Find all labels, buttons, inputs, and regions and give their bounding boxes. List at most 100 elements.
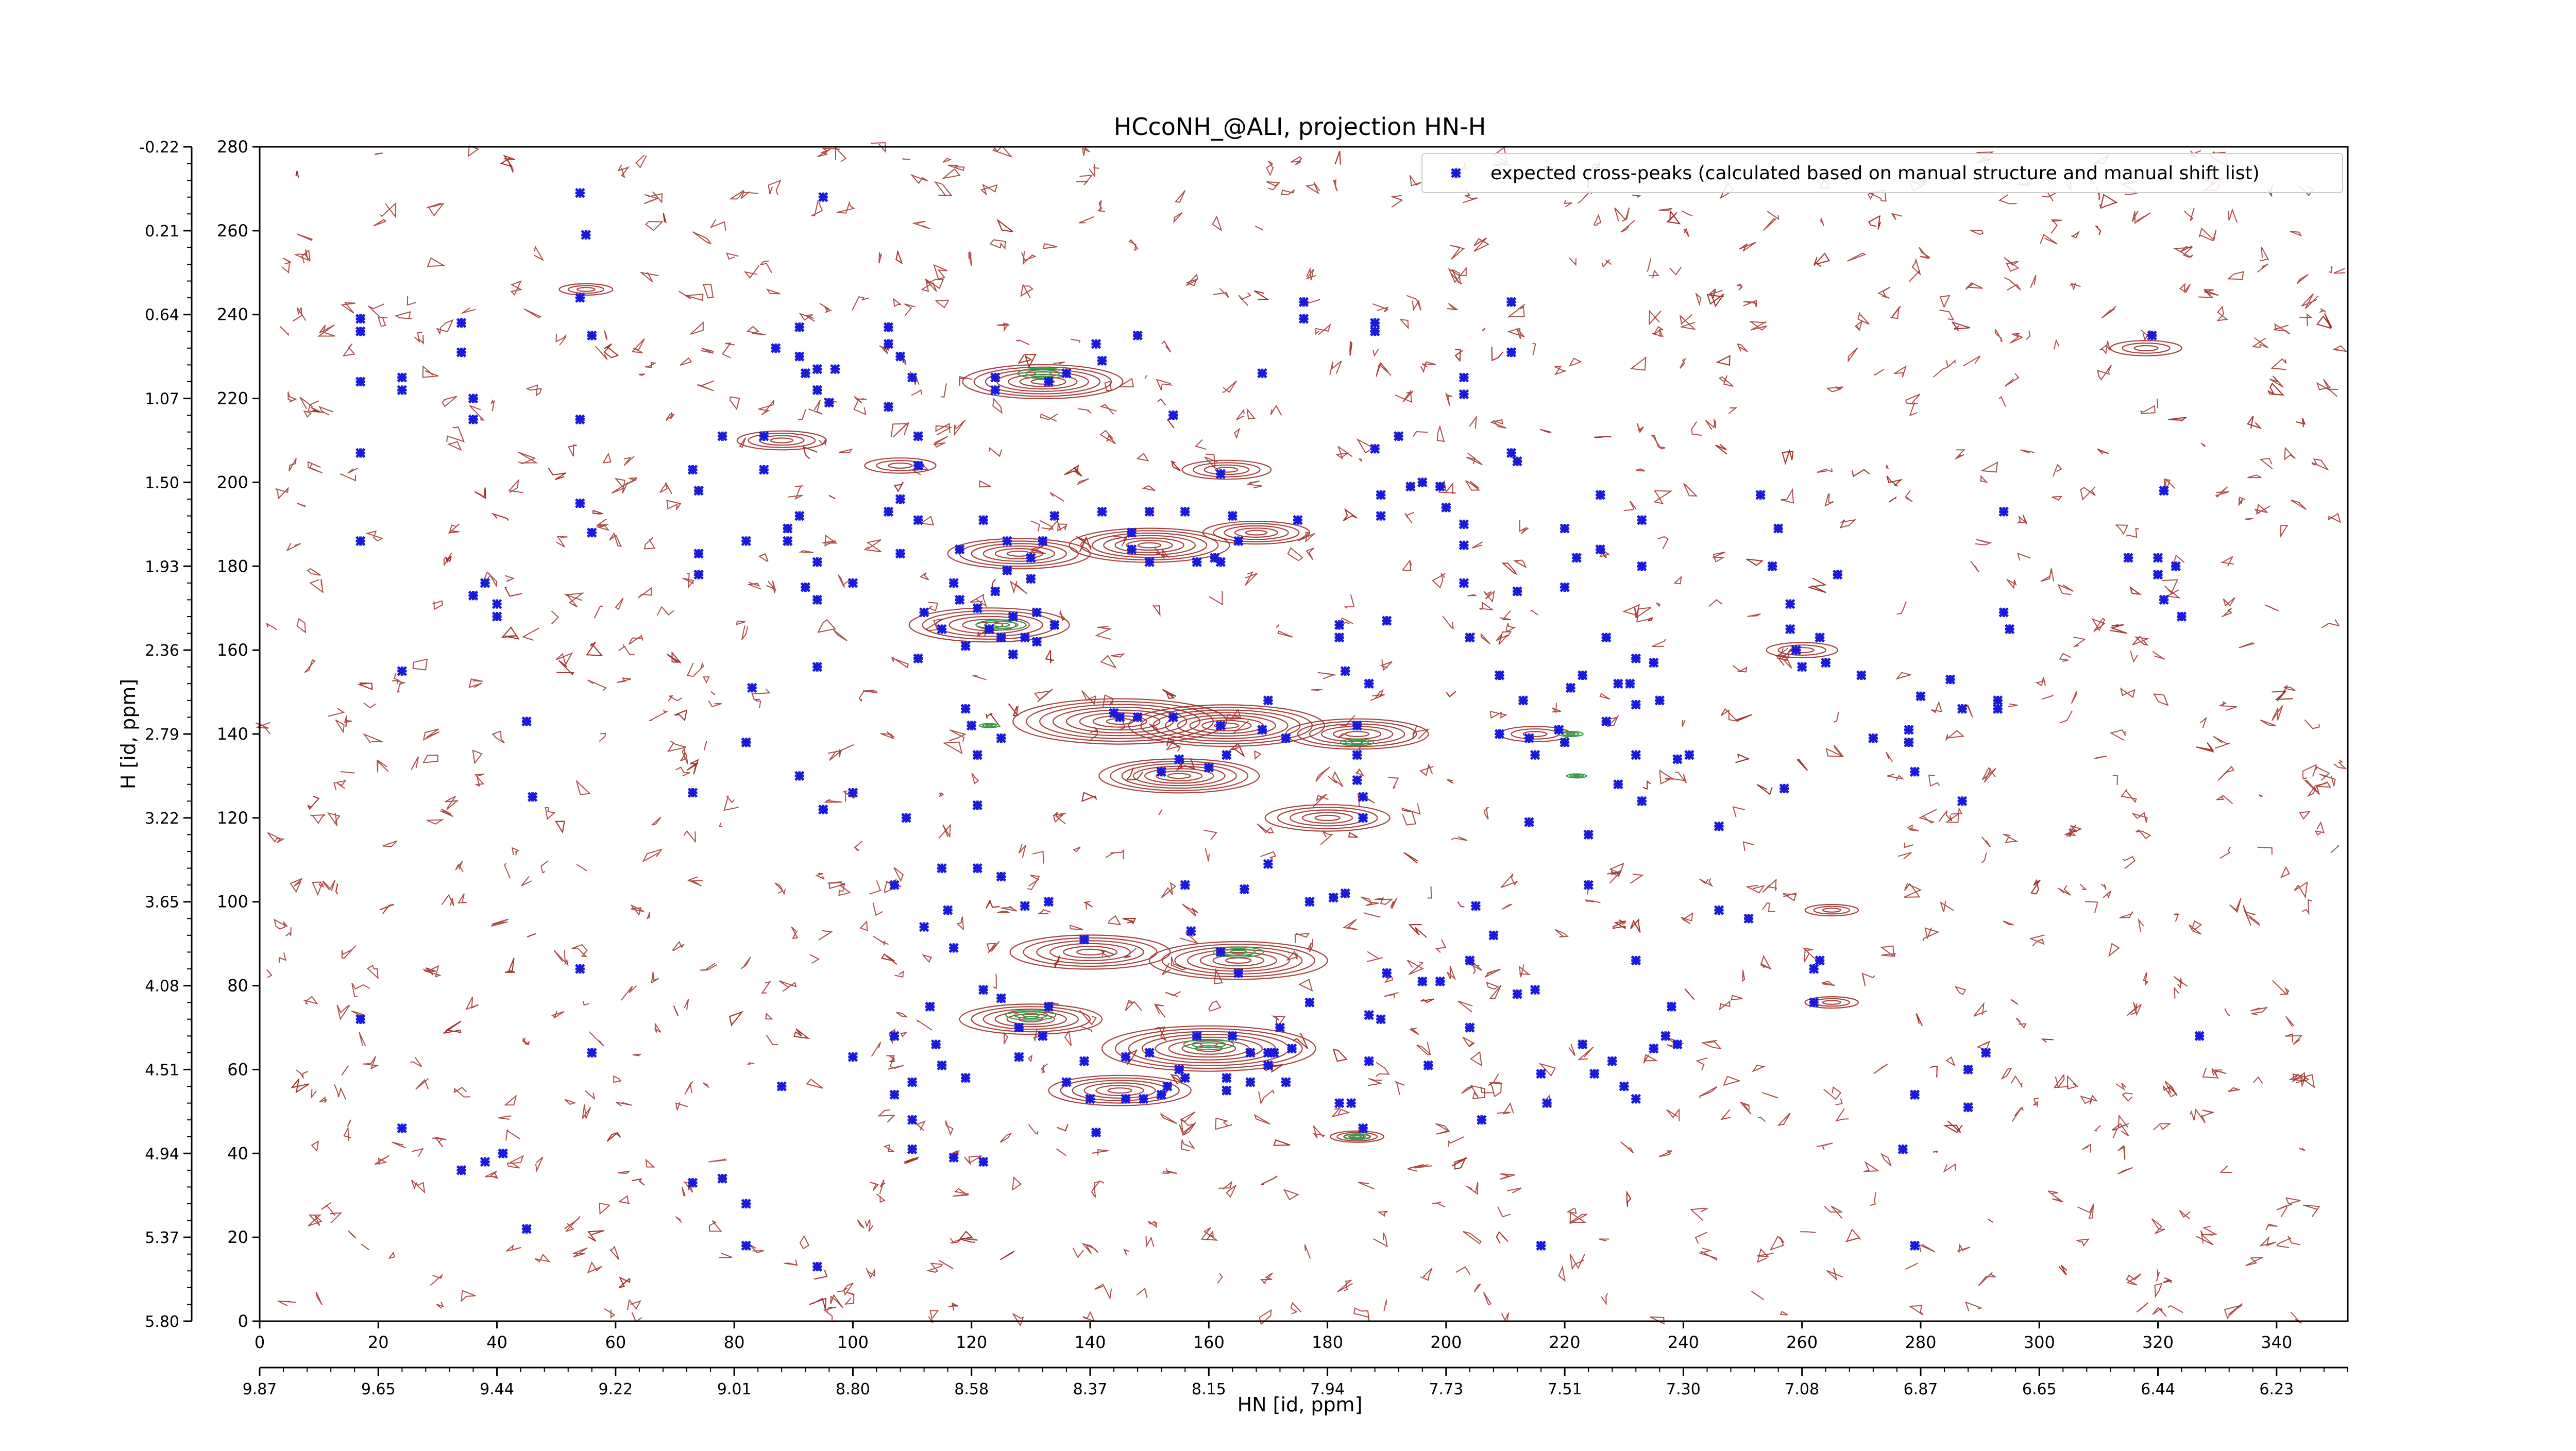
expected-peak (1215, 947, 1226, 958)
expected-peak (1334, 620, 1345, 630)
noise-contour (2259, 1236, 2277, 1247)
expected-peak (1909, 766, 1920, 777)
expected-peak (1132, 712, 1143, 723)
noise-contour (1648, 269, 1660, 279)
expected-peak (1595, 544, 1605, 555)
expected-peak (1459, 540, 1469, 551)
noise-contour (2202, 1068, 2219, 1079)
expected-peak (741, 1199, 751, 1209)
noise-contour (986, 899, 1000, 909)
expected-peak (1654, 695, 1665, 706)
peak-contour (1023, 937, 1158, 967)
noise-contour (1988, 1218, 1993, 1223)
noise-contour (1173, 212, 1183, 224)
noise-contour (2260, 719, 2276, 726)
noise-contour (2026, 330, 2031, 340)
expected-peak (1459, 372, 1469, 383)
noise-contour (1940, 900, 1954, 912)
noise-contour (2168, 416, 2188, 422)
noise-contour (880, 731, 895, 739)
noise-contour (2004, 277, 2021, 291)
noise-contour (964, 1155, 982, 1166)
noise-contour (997, 910, 1010, 913)
y-tick-label: 20 (227, 1227, 248, 1247)
noise-contour (555, 333, 567, 346)
noise-contour (828, 494, 836, 500)
noise-contour (2299, 313, 2313, 327)
noise-contour (553, 950, 569, 967)
noise-contour (2213, 736, 2230, 749)
noise-contour (1257, 823, 1275, 834)
expected-peak (1328, 892, 1338, 903)
negative-contour (1229, 949, 1247, 954)
noise-contour (501, 626, 520, 640)
noise-contour (2245, 1257, 2263, 1266)
noise-contour (362, 733, 383, 744)
ppm-x-tick-label: 9.01 (717, 1380, 752, 1398)
peak-contour (1076, 948, 1105, 956)
noise-contour (1889, 496, 1897, 503)
expected-peak (2171, 561, 2181, 572)
negative-contour (1213, 946, 1264, 958)
noise-contour (319, 1096, 328, 1103)
noise-contour (819, 303, 833, 314)
expected-peak (1601, 716, 1612, 727)
noise-contour (1305, 182, 1320, 195)
noise-contour (893, 482, 904, 492)
expected-peak (1369, 443, 1380, 454)
expected-peak (1998, 607, 2009, 618)
noise-contour (1142, 485, 1156, 491)
expected-peak (1352, 749, 1362, 760)
noise-contour (2120, 789, 2137, 804)
noise-contour (2285, 1016, 2295, 1027)
noise-contour (1500, 1173, 1515, 1180)
noise-contour (1217, 1273, 1223, 1284)
noise-contour (1261, 1175, 1278, 1185)
ppm-x-tick-label: 8.80 (836, 1380, 870, 1398)
peak-contour (1789, 647, 1815, 654)
peak-contour (1245, 530, 1268, 536)
noise-contour (1331, 1108, 1350, 1118)
noise-contour (1277, 630, 1293, 638)
noise-contour (1718, 375, 1734, 387)
peak-contour (1144, 768, 1214, 784)
noise-contour (1946, 359, 1956, 368)
noise-contour (317, 324, 335, 337)
expected-peak (1008, 611, 1019, 622)
expected-peak (1684, 749, 1694, 760)
peak-contour (1156, 770, 1203, 781)
noise-contour (2005, 373, 2020, 387)
expected-peak (1631, 653, 1641, 664)
expected-peak (1049, 510, 1060, 521)
noise-contour (445, 556, 452, 563)
expected-peak (1269, 1048, 1279, 1058)
noise-contour (2280, 866, 2290, 879)
expected-peak (1755, 490, 1766, 500)
noise-contour (436, 1302, 445, 1309)
noise-contour (1819, 217, 1825, 226)
ppm-y-tick-label: 5.80 (145, 1313, 179, 1331)
peak-contour (1165, 712, 1289, 740)
noise-contour (2252, 1076, 2263, 1084)
noise-contour (341, 945, 357, 959)
expected-peak (587, 1048, 597, 1058)
peak-contour (971, 1006, 1091, 1033)
expected-peak (919, 607, 929, 618)
noise-contour (1826, 386, 1843, 392)
noise-contour (638, 587, 652, 599)
y-tick-label: 280 (217, 137, 248, 157)
noise-contour (1059, 610, 1065, 622)
noise-contour (2153, 1123, 2172, 1131)
expected-peak (770, 343, 781, 353)
expected-peak (468, 393, 479, 404)
noise-contour (2079, 1094, 2098, 1105)
noise-contour (1170, 1074, 1183, 1084)
noise-contour (2174, 913, 2180, 922)
peak-contour (1126, 540, 1173, 551)
noise-contour (2035, 677, 2046, 687)
noise-contour (2115, 1083, 2127, 1091)
peak-contour (1167, 773, 1192, 779)
expected-peak (717, 431, 727, 441)
noise-contour (2251, 337, 2268, 349)
expected-peak (1020, 632, 1030, 643)
